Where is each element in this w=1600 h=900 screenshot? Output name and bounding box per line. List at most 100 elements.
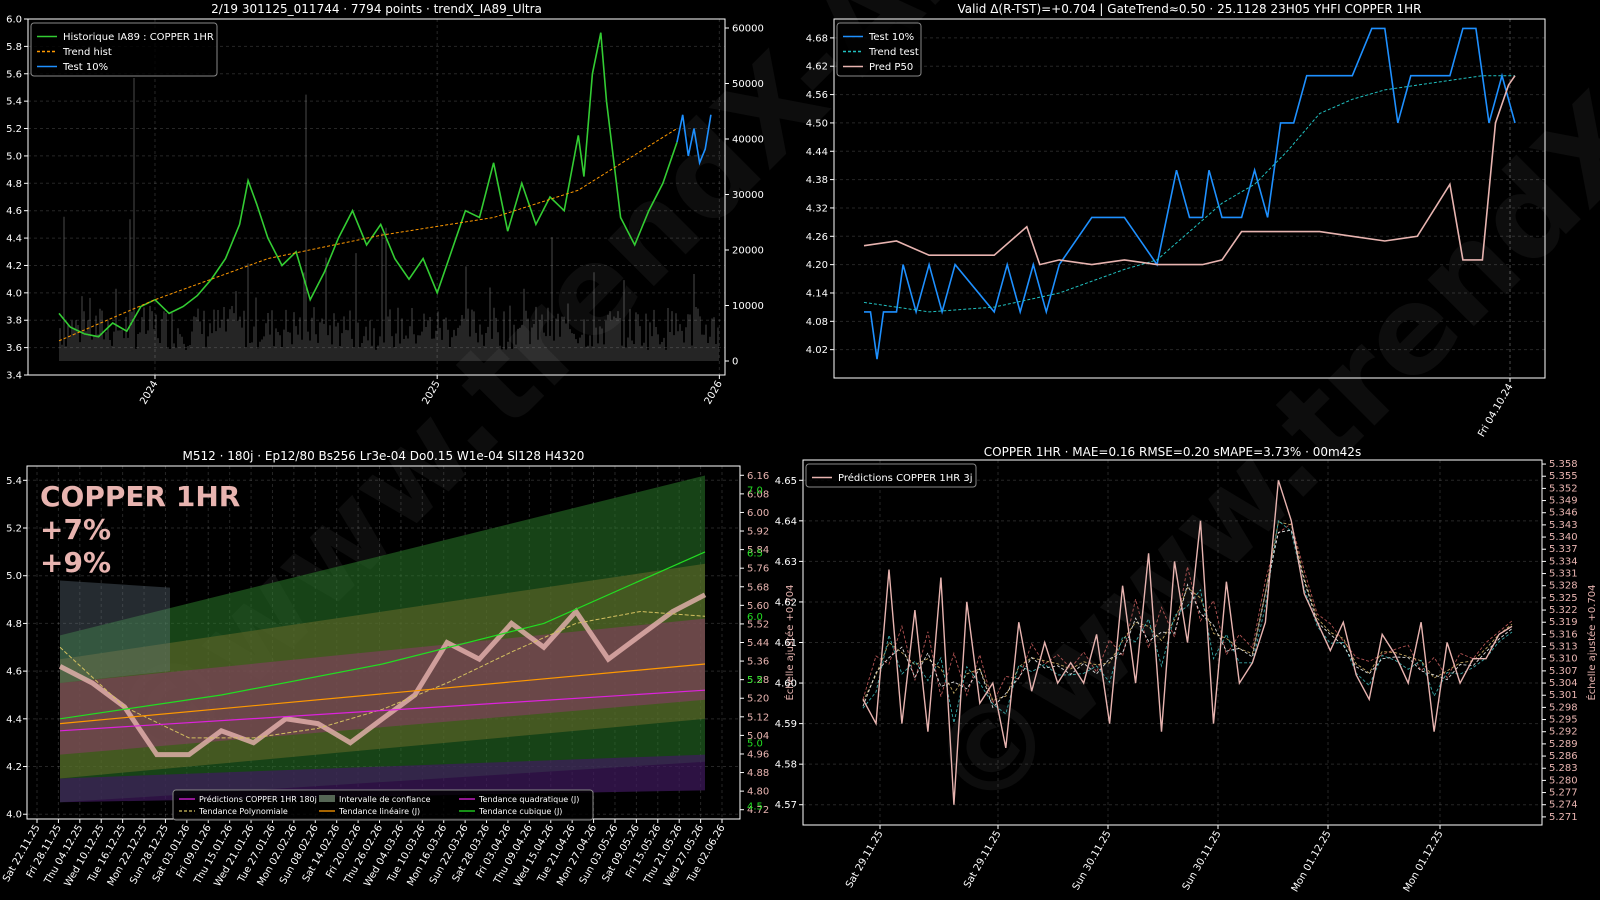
y2-tick-label: 5.349: [1549, 496, 1578, 507]
y2-tick-label: 4.96: [747, 749, 769, 760]
series-historique: [58, 32, 678, 338]
legend-label: Tendance cubique (J): [478, 807, 562, 816]
series-quadratique: [59, 689, 706, 732]
y-tick-label: 4.0: [6, 810, 22, 821]
y2-tick-label: 5.271: [1549, 812, 1578, 823]
y-tick-label: 4.8: [6, 619, 22, 630]
y2-tick-label: 5.334: [1549, 556, 1578, 567]
legend-label: Trend test: [868, 47, 919, 58]
y2-tick-label: 5.319: [1549, 617, 1578, 628]
y2-tick-label: 5.298: [1549, 702, 1578, 713]
chart-title: M512 · 180j · Ep12/80 Bs256 Lr3e-04 Do0.…: [183, 449, 585, 463]
y2-tick-label: 5.295: [1549, 715, 1578, 726]
y2-tick-label: 5.274: [1549, 800, 1578, 811]
chart-title: Valid Δ(R-TST)=+0.704 | GateTrend≈0.50 ·…: [957, 2, 1421, 16]
series-cubique: [59, 551, 706, 720]
y2-tick-label: 5.340: [1549, 532, 1578, 543]
legend-label: Historique IA89 : COPPER 1HR: [63, 32, 214, 43]
y-tick-label: 4.58: [775, 760, 797, 771]
y-tick-label: 4.8: [6, 179, 22, 190]
legend-label: Prédictions COPPER 1HR 180j: [199, 794, 317, 804]
y-tick-label: 5.2: [6, 124, 22, 135]
y2-tick-label: 5.04: [747, 731, 769, 742]
y-tick-label: 4.57: [775, 800, 797, 811]
y2-tick-label: 5.310: [1549, 654, 1578, 665]
y2-extra-tick-label: 6.5: [747, 549, 763, 560]
legend-label: Test 10%: [868, 32, 914, 43]
plot-frame: [27, 18, 726, 376]
y2-tick-label: 5.301: [1549, 690, 1578, 701]
y2-tick-label: 5.322: [1549, 605, 1578, 616]
y2-tick-label: 5.355: [1549, 471, 1578, 482]
y2-tick-label: 5.313: [1549, 642, 1578, 653]
y2-tick-label: 5.325: [1549, 593, 1578, 604]
y2-tick-label: 30000: [732, 190, 764, 201]
y-tick-label: 4.0: [6, 288, 22, 299]
y-tick-label: 4.4: [6, 234, 22, 245]
y2-tick-label: 6.16: [747, 471, 769, 482]
y-tick-label: 4.62: [806, 62, 828, 73]
y2-tick-label: 5.346: [1549, 508, 1578, 519]
y-tick-label: 5.4: [6, 476, 22, 487]
y-tick-label: 4.44: [806, 147, 828, 158]
y-tick-label: 4.26: [806, 232, 828, 243]
big-label-line: +9%: [40, 546, 111, 579]
y2-tick-label: 5.20: [747, 694, 769, 705]
y2-tick-label: 5.286: [1549, 751, 1578, 762]
y2-tick-label: 10000: [732, 301, 764, 312]
y2-tick-label: 5.52: [747, 619, 769, 630]
y-tick-label: 4.14: [806, 288, 828, 299]
y2-tick-label: 5.352: [1549, 483, 1578, 494]
y2-tick-label: 5.12: [747, 712, 769, 723]
y-tick-label: 4.60: [775, 679, 797, 690]
panel-validation: Valid Δ(R-TST)=+0.704 | GateTrend≈0.50 ·…: [806, 2, 1546, 439]
y2-tick-label: 5.292: [1549, 727, 1578, 738]
legend-label: Tendance quadratique (J): [478, 795, 579, 804]
y-tick-label: 4.2: [6, 762, 22, 773]
y2-tick-label: 5.76: [747, 564, 769, 575]
legend-box: [172, 789, 594, 821]
y2-extra-tick-label: 6.0: [747, 612, 763, 623]
y2-axis-label: Échelle ajustée +0.704: [783, 584, 796, 700]
y-tick-label: 4.59: [775, 719, 797, 730]
y2-tick-label: 5.283: [1549, 763, 1578, 774]
y-tick-label: 4.64: [775, 516, 797, 527]
y2-tick-label: 40000: [732, 135, 764, 146]
band-ci: [60, 580, 170, 684]
y2-tick-label: 5.304: [1549, 678, 1578, 689]
y-tick-label: 4.65: [775, 476, 797, 487]
y-tick-label: 4.38: [806, 175, 828, 186]
y-tick-label: 5.4: [6, 97, 22, 108]
legend-label: Intervalle de confiance: [339, 795, 431, 804]
y2-extra-tick-label: 4.5: [747, 802, 763, 813]
y2-tick-label: 5.36: [747, 657, 769, 668]
y-tick-label: 5.6: [6, 69, 22, 80]
y2-tick-label: 6.08: [747, 489, 769, 500]
y2-tick-label: 5.277: [1549, 788, 1578, 799]
y-tick-label: 4.2: [6, 261, 22, 272]
legend-label: Tendance linéaire (J): [338, 806, 420, 816]
series-test: [676, 114, 712, 166]
y-tick-label: 5.0: [6, 571, 22, 582]
y2-tick-label: 5.280: [1549, 775, 1578, 786]
y2-tick-label: 5.289: [1549, 739, 1578, 750]
y-tick-label: 6.0: [6, 15, 22, 26]
y-tick-label: 3.8: [6, 316, 22, 327]
y-tick-label: 5.2: [6, 524, 22, 535]
big-label-line: COPPER 1HR: [40, 480, 240, 513]
series-predictions: [58, 592, 707, 758]
y2-tick-label: 4.80: [747, 787, 769, 798]
y2-tick-label: 4.72: [747, 805, 769, 816]
legend-box: [30, 22, 218, 77]
y2-tick-label: 5.84: [747, 545, 769, 556]
y2-tick-label: 0: [732, 357, 738, 368]
y2-axis-label: Échelle ajustée +0.704: [1585, 584, 1598, 700]
y-tick-label: 4.62: [775, 597, 797, 608]
y2-tick-label: 50000: [732, 79, 764, 90]
y-tick-label: 5.0: [6, 151, 22, 162]
y-tick-label: 4.63: [775, 557, 797, 568]
chart-title: COPPER 1HR · MAE=0.16 RMSE=0.20 sMAPE=3.…: [984, 445, 1361, 459]
y-tick-label: 4.68: [806, 33, 828, 44]
y2-tick-label: 20000: [732, 246, 764, 257]
y2-tick-label: 5.28: [747, 675, 769, 686]
